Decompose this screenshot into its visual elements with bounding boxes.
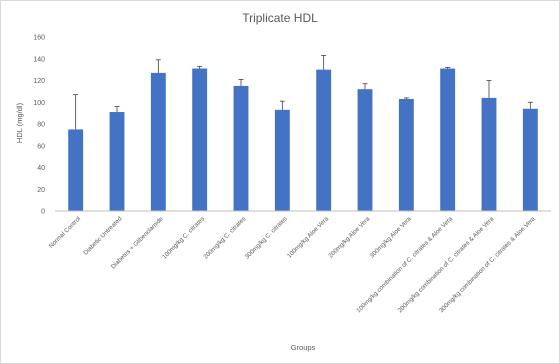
category-label: Normal Control	[48, 215, 82, 249]
x-axis-label: Groups	[291, 343, 316, 352]
category-label: Diabetic Untreated	[82, 215, 124, 257]
bar	[316, 69, 332, 211]
category-label: 200mg/kg Aloe Vera	[327, 215, 372, 260]
bar	[68, 129, 84, 211]
y-tick-label: 140	[33, 56, 45, 63]
chart-title: Triplicate HDL	[242, 11, 318, 25]
category-label: 100mg/kg combination of C. citrates & Al…	[355, 215, 454, 314]
category-label: 300mg/kg Aloe Vera	[369, 215, 414, 260]
y-tick-label: 40	[37, 165, 45, 172]
bar	[233, 85, 249, 211]
bar	[274, 109, 290, 211]
y-tick-label: 100	[33, 100, 45, 107]
y-tick-label: 80	[37, 122, 45, 129]
y-axis-label: HDL (mg/dl)	[15, 102, 24, 143]
bar	[109, 112, 125, 211]
y-tick-label: 20	[37, 187, 45, 194]
bar	[481, 97, 497, 211]
category-label: 300mg/kg combination of C. citrates & Al…	[438, 215, 537, 314]
bar	[150, 72, 166, 211]
category-label: 100mg/kg Aloe Vera	[286, 215, 331, 260]
bar	[192, 68, 208, 211]
y-tick-label: 60	[37, 143, 45, 150]
y-tick-label: 160	[33, 35, 45, 42]
y-tick-label: 0	[41, 209, 45, 216]
y-tick-label: 120	[33, 78, 45, 85]
category-label: 200mg/kg C. citrates	[202, 215, 247, 260]
error-bars-group	[73, 55, 533, 130]
category-label: 100mg/kg C. citrates	[161, 215, 206, 260]
bar	[357, 89, 373, 211]
bars-group	[68, 68, 538, 211]
bar	[522, 108, 538, 211]
category-label: 300mg/kg C. citrates	[244, 215, 289, 260]
bar	[440, 68, 456, 211]
y-axis-ticks: 0 20 40 60 80 100 120 140 160	[33, 35, 45, 216]
bar	[398, 98, 414, 211]
category-label: 200mg/kg combination of C. citrates & Al…	[397, 215, 496, 314]
category-labels: Normal Control Diabetic UntreatedDiabetes…	[48, 215, 537, 314]
